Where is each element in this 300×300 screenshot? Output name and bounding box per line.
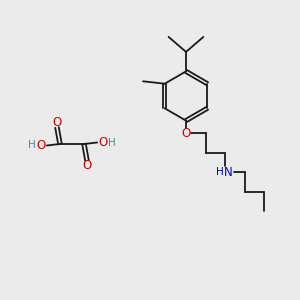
- Text: O: O: [52, 116, 62, 129]
- Text: O: O: [36, 139, 45, 152]
- Text: H: H: [216, 167, 224, 177]
- Text: O: O: [182, 127, 190, 140]
- Text: O: O: [82, 159, 91, 172]
- Text: N: N: [224, 166, 233, 179]
- Text: H: H: [28, 140, 36, 151]
- Text: O: O: [99, 136, 108, 149]
- Text: H: H: [108, 137, 116, 148]
